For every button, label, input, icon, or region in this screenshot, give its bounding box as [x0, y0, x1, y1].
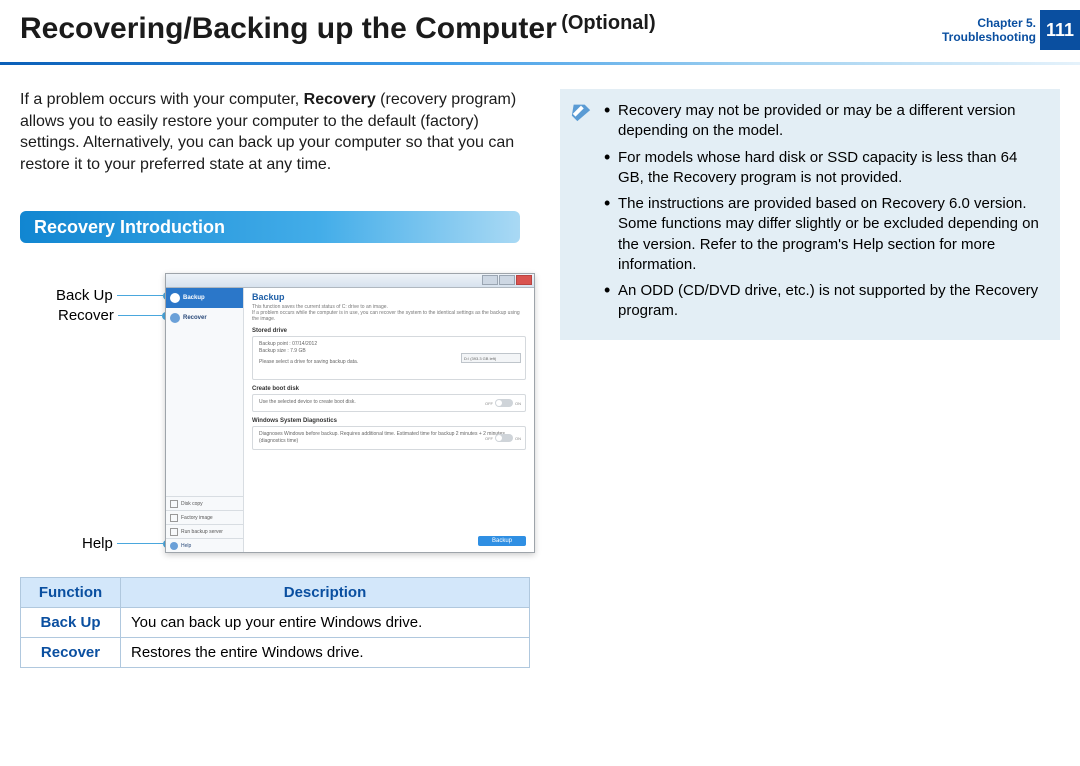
callout-recover-label: Recover: [58, 307, 114, 324]
server-icon: [170, 528, 178, 536]
diag-box: Diagnoses Windows before backup. Require…: [252, 426, 526, 450]
note-item: The instructions are provided based on R…: [604, 194, 1046, 275]
sidebar-item-recover[interactable]: Recover: [166, 308, 243, 328]
callout-help: Help: [82, 535, 171, 552]
backup-icon: [170, 293, 180, 303]
image-icon: [170, 514, 178, 522]
callout-line: [117, 295, 163, 296]
table-row: Back Up You can back up your entire Wind…: [21, 608, 530, 638]
page-header: Recovering/Backing up the Computer (Opti…: [0, 0, 1080, 58]
window-buttons: [482, 275, 532, 285]
main-footer: Backup: [478, 536, 526, 546]
td-desc: You can back up your entire Windows driv…: [121, 608, 530, 638]
close-button[interactable]: [516, 275, 532, 285]
callout-help-label: Help: [82, 535, 113, 552]
sidebar-recover-label: Recover: [183, 315, 207, 321]
intro-bold: Recovery: [304, 91, 376, 108]
note-list: Recovery may not be provided or may be a…: [604, 101, 1046, 322]
diag-toggle[interactable]: OFF ON: [485, 434, 521, 442]
page-number: 111: [1040, 10, 1080, 50]
maximize-button[interactable]: [499, 275, 515, 285]
table-header-row: Function Description: [21, 578, 530, 608]
toggle-off: OFF: [485, 436, 493, 442]
help-icon: [170, 542, 178, 550]
backup-button[interactable]: Backup: [478, 536, 526, 546]
sidebar-backup-label: Backup: [183, 295, 205, 301]
toggle-on: ON: [515, 436, 521, 442]
create-boot-label: Create boot disk: [252, 386, 526, 392]
callout-backup-label: Back Up: [56, 287, 113, 304]
desc-line2: If a problem occurs while the computer i…: [252, 310, 520, 322]
recover-icon: [170, 313, 180, 323]
app-sidebar: Backup Recover Disk copy: [166, 288, 244, 552]
create-boot-desc: Use the selected device to create boot d…: [259, 399, 356, 405]
recovery-figure: Back Up Recover Help: [20, 273, 530, 563]
drive-select-value: D:\ (393.3 GB left): [464, 356, 496, 362]
td-fn: Back Up: [21, 608, 121, 638]
sidebar-item-run-backup-server[interactable]: Run backup server: [166, 524, 243, 538]
toggle-switch: [495, 399, 513, 407]
window-titlebar[interactable]: [166, 274, 534, 288]
callout-line: [117, 543, 163, 544]
boot-toggle[interactable]: OFF ON: [485, 399, 521, 407]
intro-paragraph: If a problem occurs with your computer, …: [20, 89, 530, 175]
main-desc: This function saves the current status o…: [252, 304, 526, 322]
sidebar-item-help[interactable]: Help: [166, 538, 243, 552]
sidebar-item-disk-copy[interactable]: Disk copy: [166, 496, 243, 510]
sidebar-server-label: Run backup server: [181, 529, 223, 535]
sidebar-item-backup[interactable]: Backup: [166, 288, 243, 308]
toggle-off: OFF: [485, 401, 493, 407]
section-heading: Recovery Introduction: [20, 211, 520, 243]
note-item: For models whose hard disk or SSD capaci…: [604, 148, 1046, 189]
drive-select[interactable]: D:\ (393.3 GB left): [461, 353, 521, 363]
chapter-text: Chapter 5. Troubleshooting: [942, 16, 1036, 45]
note-item: Recovery may not be provided or may be a…: [604, 101, 1046, 142]
sidebar-help-label: Help: [181, 543, 191, 549]
right-column: Recovery may not be provided or may be a…: [560, 89, 1060, 668]
td-fn: Recover: [21, 638, 121, 668]
table-row: Recover Restores the entire Windows driv…: [21, 638, 530, 668]
create-boot-box: Use the selected device to create boot d…: [252, 394, 526, 412]
chapter-line1: Chapter 5.: [942, 16, 1036, 30]
recovery-app-window: Backup Recover Disk copy: [165, 273, 535, 553]
page-title-main: Recovering/Backing up the Computer: [20, 12, 557, 46]
content: If a problem occurs with your computer, …: [0, 65, 1080, 668]
th-function: Function: [21, 578, 121, 608]
stored-drive-box: Backup point : 07/14/2012 Backup size : …: [252, 336, 526, 380]
sidebar-factory-label: Factory image: [181, 515, 213, 521]
page-title-sub: (Optional): [561, 12, 655, 35]
callout-backup: Back Up: [56, 287, 171, 304]
note-box: Recovery may not be provided or may be a…: [560, 89, 1060, 340]
chapter-line2: Troubleshooting: [942, 30, 1036, 44]
note-icon: [570, 101, 592, 123]
intro-before: If a problem occurs with your computer,: [20, 91, 304, 108]
th-description: Description: [121, 578, 530, 608]
diag-desc: Diagnoses Windows before backup. Require…: [259, 431, 505, 444]
app-main: Backup This function saves the current s…: [244, 288, 534, 552]
disk-icon: [170, 500, 178, 508]
callout-line: [118, 315, 162, 316]
chapter-block: Chapter 5. Troubleshooting 111: [942, 10, 1080, 50]
left-column: If a problem occurs with your computer, …: [20, 89, 530, 668]
sidebar-diskcopy-label: Disk copy: [181, 501, 203, 507]
diag-label: Windows System Diagnostics: [252, 418, 526, 424]
backup-point: Backup point : 07/14/2012: [259, 341, 519, 348]
toggle-on: ON: [515, 401, 521, 407]
sidebar-item-factory-image[interactable]: Factory image: [166, 510, 243, 524]
td-desc: Restores the entire Windows drive.: [121, 638, 530, 668]
stored-drive-label: Stored drive: [252, 328, 526, 334]
window-body: Backup Recover Disk copy: [166, 288, 534, 552]
callout-recover: Recover: [58, 307, 170, 324]
toggle-switch: [495, 434, 513, 442]
minimize-button[interactable]: [482, 275, 498, 285]
function-table: Function Description Back Up You can bac…: [20, 577, 530, 668]
note-item: An ODD (CD/DVD drive, etc.) is not suppo…: [604, 281, 1046, 322]
main-title: Backup: [252, 292, 526, 302]
